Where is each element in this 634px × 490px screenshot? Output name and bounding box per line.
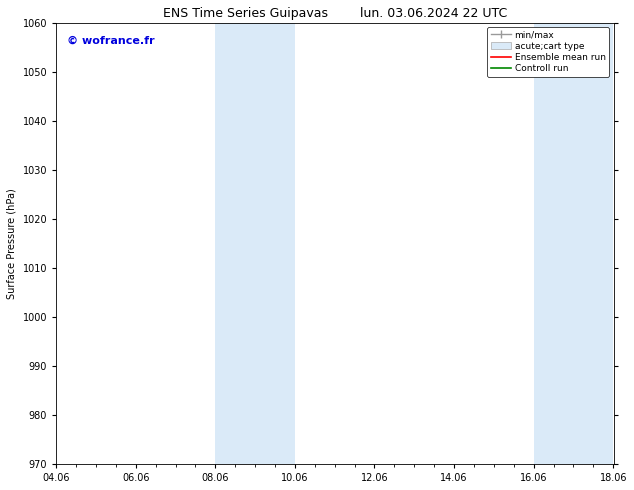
Legend: min/max, acute;cart type, Ensemble mean run, Controll run: min/max, acute;cart type, Ensemble mean …: [488, 27, 609, 77]
Bar: [216, 23, 295, 464]
Text: © wofrance.fr: © wofrance.fr: [67, 36, 155, 46]
Bar: [534, 23, 613, 464]
Y-axis label: Surface Pressure (hPa): Surface Pressure (hPa): [7, 188, 17, 298]
Title: ENS Time Series Guipavas        lun. 03.06.2024 22 UTC: ENS Time Series Guipavas lun. 03.06.2024…: [163, 7, 507, 20]
